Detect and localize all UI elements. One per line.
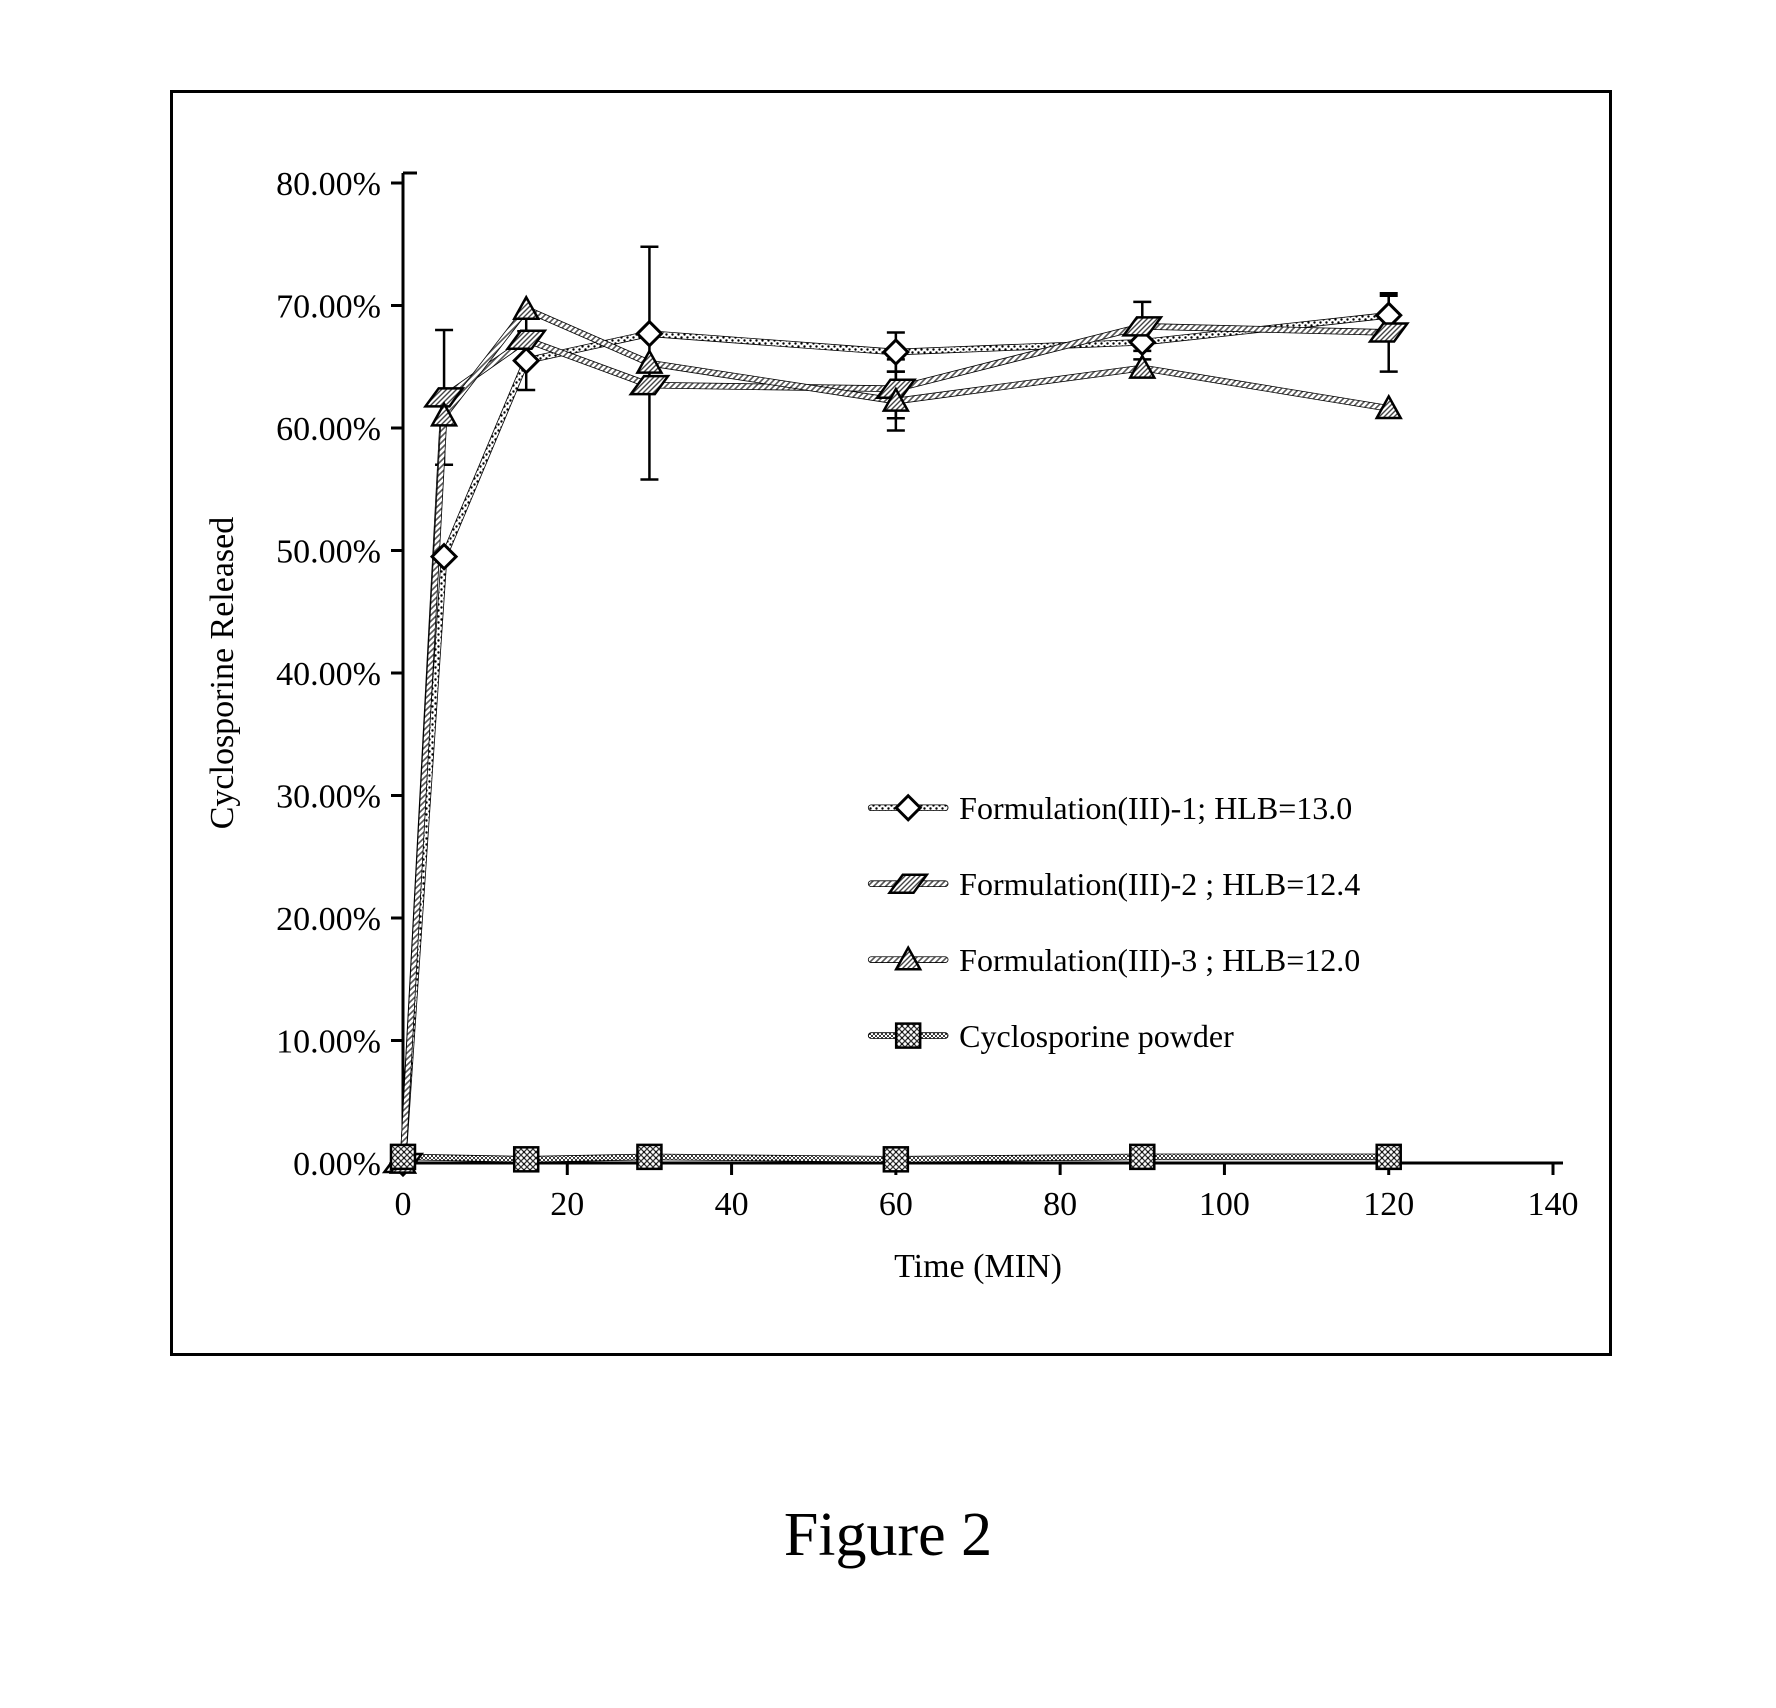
- x-tick-label: 80: [1043, 1186, 1077, 1223]
- y-tick-label: 70.00%: [276, 288, 381, 325]
- x-tick-label: 120: [1363, 1186, 1414, 1223]
- y-tick-label: 80.00%: [276, 166, 381, 203]
- x-axis-title: Time (MIN): [894, 1248, 1062, 1285]
- y-tick-label: 50.00%: [276, 533, 381, 570]
- y-axis-title: Cyclosporine Released: [204, 517, 241, 830]
- x-tick-label: 0: [395, 1186, 412, 1223]
- legend-label: Formulation(III)-3 ; HLB=12.0: [959, 942, 1360, 978]
- x-tick-label: 60: [879, 1186, 913, 1223]
- y-tick-label: 60.00%: [276, 411, 381, 448]
- figure-caption: Figure 2: [0, 1500, 1776, 1571]
- legend-label: Formulation(III)-1; HLB=13.0: [959, 790, 1352, 826]
- x-tick-label: 40: [715, 1186, 749, 1223]
- y-tick-label: 40.00%: [276, 656, 381, 693]
- chart-svg: 0.00% 10.00% 20.00% 30.00% 40.00% 50.00% 60.00…: [173, 93, 1609, 1353]
- y-tick-label: 20.00%: [276, 901, 381, 938]
- x-tick-label: 100: [1199, 1186, 1250, 1223]
- y-tick-label: 30.00%: [276, 778, 381, 815]
- chart-frame: 0.00% 10.00% 20.00% 30.00% 40.00% 50.00% 60.00…: [170, 90, 1612, 1356]
- y-tick-label: 10.00%: [276, 1023, 381, 1060]
- legend-label: Cyclosporine powder: [959, 1018, 1234, 1054]
- x-tick-label: 20: [550, 1186, 584, 1223]
- page: 0.00% 10.00% 20.00% 30.00% 40.00% 50.00% 60.00…: [0, 0, 1776, 1708]
- legend-label: Formulation(III)-2 ; HLB=12.4: [959, 866, 1360, 902]
- x-tick-label: 140: [1528, 1186, 1579, 1223]
- y-tick-label: 0.00%: [293, 1146, 381, 1183]
